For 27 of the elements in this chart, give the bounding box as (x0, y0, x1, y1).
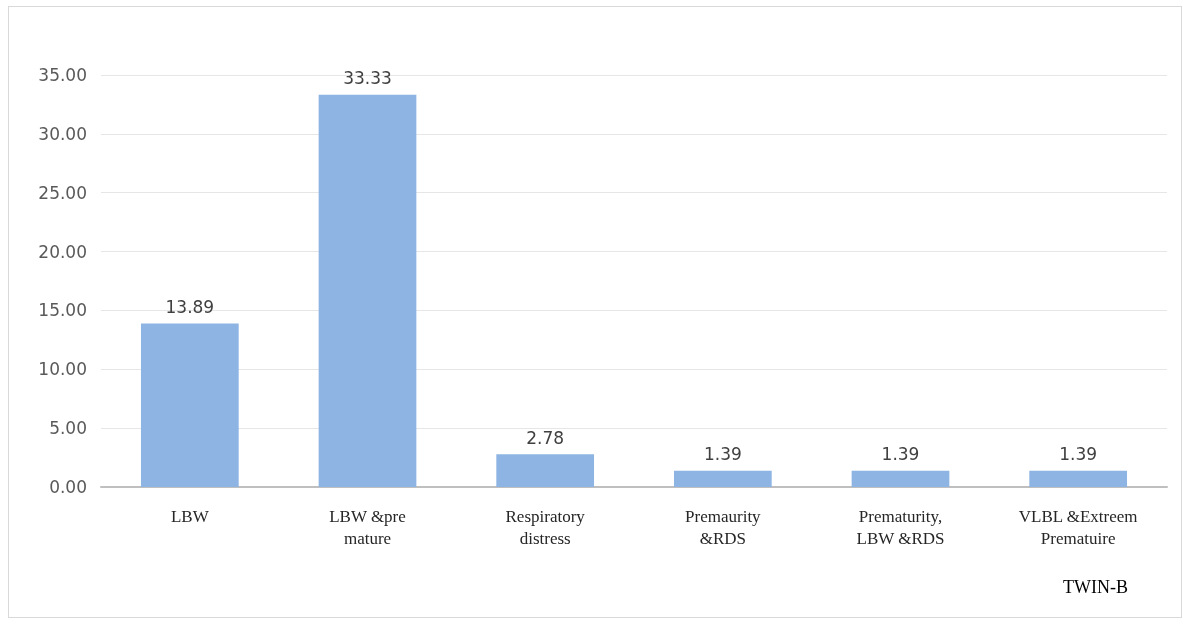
y-tick-label: 20.00 (38, 241, 87, 262)
y-tick-label: 10.00 (38, 359, 87, 380)
x-tick-label: VLBL &Extreem Prematuire (1018, 506, 1138, 548)
data-label: 33.33 (343, 68, 392, 89)
text: TWIN-B (1063, 577, 1129, 597)
y-tick-label: 30.00 (38, 123, 87, 144)
x-tick-label: Prematurity, LBW &RDS (856, 506, 945, 548)
bar (496, 454, 595, 487)
y-tick-label: 0.00 (49, 477, 87, 497)
y-tick-label: 5.00 (49, 418, 87, 439)
bar (1029, 470, 1128, 487)
bar (318, 94, 417, 487)
bar (673, 470, 772, 487)
x-tick-label: LBW (170, 506, 210, 526)
y-tick-label: 35.00 (38, 65, 87, 85)
x-tick-label: Premaurity &RDS (685, 506, 762, 548)
x-tick-label: Respiratory distress (505, 506, 586, 548)
data-label: 1.39 (1059, 444, 1098, 465)
data-label: 2.78 (526, 427, 565, 448)
data-label: 13.89 (165, 296, 215, 317)
bar (140, 323, 239, 487)
y-tick-label: 25.00 (38, 182, 87, 203)
bar (851, 470, 950, 487)
y-tick-label: 15.00 (38, 300, 87, 321)
x-tick-label: LBW &pre mature (329, 506, 406, 548)
data-label: 1.39 (881, 444, 920, 465)
data-label: 1.39 (703, 444, 742, 465)
